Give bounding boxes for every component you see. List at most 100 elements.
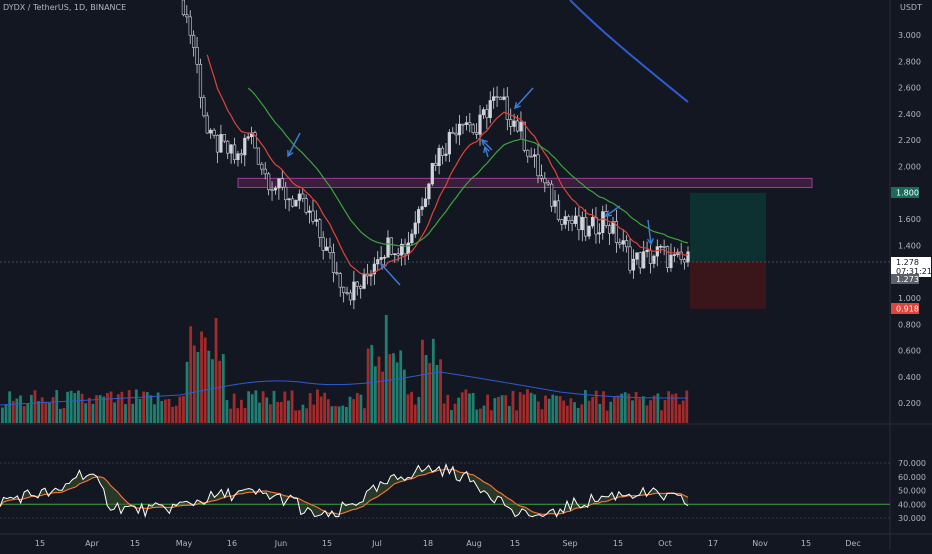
candle-body [454,132,458,136]
candle-body [427,183,431,200]
candle-body [645,249,649,252]
candle-body [621,240,625,245]
candle-body [679,251,683,260]
annotation-arrows[interactable] [287,87,654,286]
candle-body [372,263,376,275]
volume-bar [62,407,66,423]
volume-bar [319,396,323,423]
volume-bar [656,393,660,423]
candle-body [239,153,243,156]
volume-bar [243,407,247,423]
volume-bar [167,398,171,423]
volume-bar [8,391,12,423]
candle-body [587,225,591,237]
candle-body [546,182,550,185]
volume-bar [623,392,627,423]
position-tool[interactable] [690,192,766,309]
volume-bar [638,398,642,423]
volume-bar [348,396,352,423]
volume-bar [511,390,515,423]
volume-bar [493,398,497,423]
volume-bar [402,369,406,423]
candle-body [318,219,322,238]
candle-body [263,168,267,175]
volume-bar [160,401,164,423]
volume-bar [663,400,667,423]
secondary-price-marker: 1.273 [891,274,919,284]
candle-body [423,198,428,207]
arrow-head [646,238,654,246]
volume-bar [294,410,298,423]
volume-bar [200,331,203,423]
candle-body [256,147,261,165]
volume-bar [609,401,613,423]
volume-bar [406,394,410,423]
candle-body [417,209,421,224]
candle-body [403,243,407,255]
volume-bar [138,398,142,423]
volume-bar [232,393,236,423]
candle-body [287,198,291,201]
arrow-annotation [480,138,493,151]
volume-bar [442,403,446,423]
candle-body [348,292,353,301]
volume-bar [95,395,98,423]
volume-bar [555,395,558,423]
candle-body [382,256,387,259]
time-tick-label: Dec [845,539,860,548]
volume-bar [366,348,370,423]
volume-bar [258,402,261,423]
rsi-signal-line [0,468,689,515]
volume-bar [98,395,102,423]
arrow-annotation [287,132,301,158]
candle-body [192,34,196,48]
candle-body [352,281,356,301]
price-tick-label: 0.200 [898,399,921,408]
volume-bar [279,401,283,423]
volume-bar [591,397,595,423]
volume-bar [526,389,529,423]
volume-bar [685,390,689,423]
price-tick-label: 2.200 [898,136,921,145]
volume-bar [435,364,439,423]
price-tick-label: 3.000 [898,31,921,40]
volume-bar [33,390,37,423]
candle-body [396,253,400,256]
volume-bar [536,401,540,423]
arrow-shaft [514,87,534,109]
volume-bar [265,397,269,423]
candle-body [393,253,397,255]
volume-bar [87,397,91,423]
resistance-zone[interactable] [237,177,813,189]
candle-body [185,14,189,18]
candle-body [294,200,298,207]
candle-body [567,216,571,221]
volume-bar [384,315,388,423]
candle-body [532,154,537,157]
candle-body [590,217,595,227]
candle-body [464,122,468,125]
volume-bar [283,391,287,423]
volume-bar [670,394,674,423]
volume-bar [569,398,573,423]
volume-bar [44,401,48,423]
volume-bar [645,405,649,423]
volume-bar [189,326,193,423]
volume-bar [522,394,526,423]
time-tick-label: Jun [274,539,288,548]
volume-bar [616,395,620,423]
candle-body [635,252,639,260]
time-axis[interactable]: 15 Apr 15 May 16 Jun 15 Jul 18 Aug 15 Sep 15 Oct 17 Nov… [35,539,861,548]
chart-title: DYDX / TetherUS, 1D, BINANCE [3,3,126,12]
volume-bar [316,389,319,423]
time-tick-label: Apr [85,539,100,548]
svg-text:0.918: 0.918 [896,305,919,314]
volume-bar [19,395,22,423]
candle-body [386,237,390,258]
resistance-zone-box [237,177,813,189]
volume-bar [515,410,518,423]
volume-bar [330,406,334,423]
volume-bar [497,396,500,423]
candle-body [311,210,315,222]
